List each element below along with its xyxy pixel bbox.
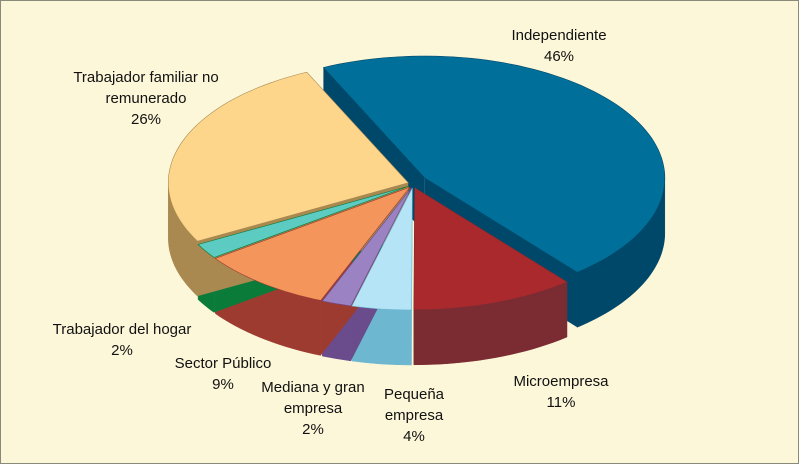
- slice: [322, 55, 666, 273]
- slice: [168, 71, 409, 242]
- value-label: 46%: [543, 48, 575, 65]
- category-name: Pequeña empresa: [383, 386, 445, 424]
- value-label: 4%: [403, 428, 425, 445]
- category-name: Trabajador del hogar: [52, 321, 192, 338]
- category-name: Mediana y gran empresa: [261, 379, 365, 417]
- slice-label: Independiente 46%: [484, 25, 634, 67]
- slice-label: Microempresa 11%: [491, 371, 631, 413]
- slice-label: Pequeña empresa 4%: [374, 384, 454, 447]
- category-name: Microempresa: [513, 373, 609, 390]
- category-name: Trabajador familiar no remunerado: [73, 69, 219, 107]
- value-label: 2%: [302, 421, 324, 438]
- slice: [197, 185, 409, 258]
- slice-label: Trabajador del hogar 2%: [22, 319, 222, 361]
- slice-label: Sector Público 9%: [153, 353, 293, 395]
- value-label: 2%: [111, 342, 133, 359]
- slice: [321, 187, 412, 307]
- category-name: Independiente: [511, 27, 607, 44]
- slice-label: Mediana y gran empresa 2%: [258, 377, 368, 440]
- slice: [413, 187, 568, 311]
- slice: [214, 186, 411, 301]
- category-name: Sector Público: [174, 355, 272, 372]
- value-label: 26%: [130, 111, 162, 128]
- slice: [351, 187, 413, 311]
- value-label: 11%: [546, 394, 576, 411]
- slice-label: Trabajador familiar no remunerado 26%: [56, 67, 236, 130]
- value-label: 9%: [212, 376, 234, 393]
